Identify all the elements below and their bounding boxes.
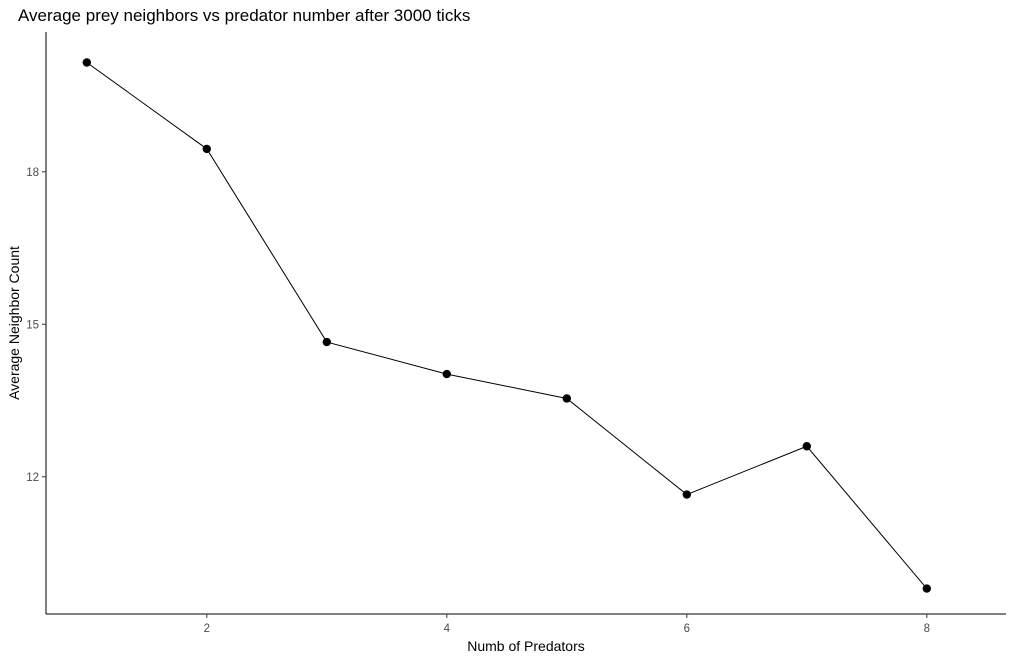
data-point xyxy=(442,369,451,379)
series-layer xyxy=(82,58,931,593)
x-axis-title: Numb of Predators xyxy=(467,638,585,654)
y-axis-title: Average Neighbor Count xyxy=(6,246,22,400)
y-ticks: 12 15 18 xyxy=(26,167,46,484)
x-tick-label: 8 xyxy=(924,623,930,635)
data-point xyxy=(322,337,331,347)
data-point xyxy=(562,394,571,403)
data-point xyxy=(202,144,211,154)
x-tick-label: 4 xyxy=(444,623,451,635)
data-point xyxy=(82,58,92,67)
series-line xyxy=(86,62,928,589)
chart-title: Average prey neighbors vs predator numbe… xyxy=(18,6,471,25)
data-point xyxy=(682,490,691,499)
data-point xyxy=(922,584,931,593)
y-tick-label: 15 xyxy=(26,319,39,331)
x-ticks: 2 4 6 8 xyxy=(204,614,930,635)
x-tick-label: 6 xyxy=(684,623,690,635)
axes xyxy=(45,32,1006,615)
y-tick-label: 12 xyxy=(26,472,39,484)
data-point xyxy=(802,442,811,451)
y-tick-label: 18 xyxy=(26,167,39,179)
x-tick-label: 2 xyxy=(204,623,210,635)
